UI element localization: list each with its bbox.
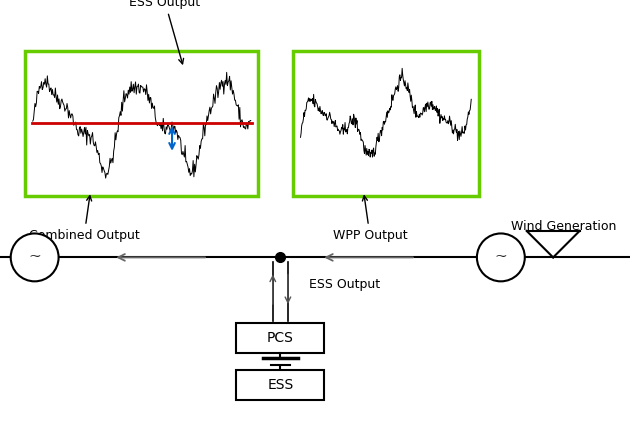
Text: ~: ~ [495, 250, 507, 264]
Text: ~: ~ [28, 250, 41, 264]
Ellipse shape [477, 234, 525, 281]
Text: Combined Output: Combined Output [29, 196, 139, 242]
Text: ESS Output: ESS Output [130, 0, 200, 64]
Bar [236, 323, 324, 353]
Bar [293, 51, 479, 196]
Bar [236, 370, 324, 400]
Ellipse shape [11, 234, 59, 281]
Text: ESS: ESS [267, 378, 294, 392]
Text: Wind Generation: Wind Generation [511, 220, 617, 233]
Text: WPP Output: WPP Output [333, 196, 407, 242]
Text: ESS Output: ESS Output [309, 279, 380, 291]
Bar [25, 51, 258, 196]
Text: PCS: PCS [267, 331, 294, 345]
